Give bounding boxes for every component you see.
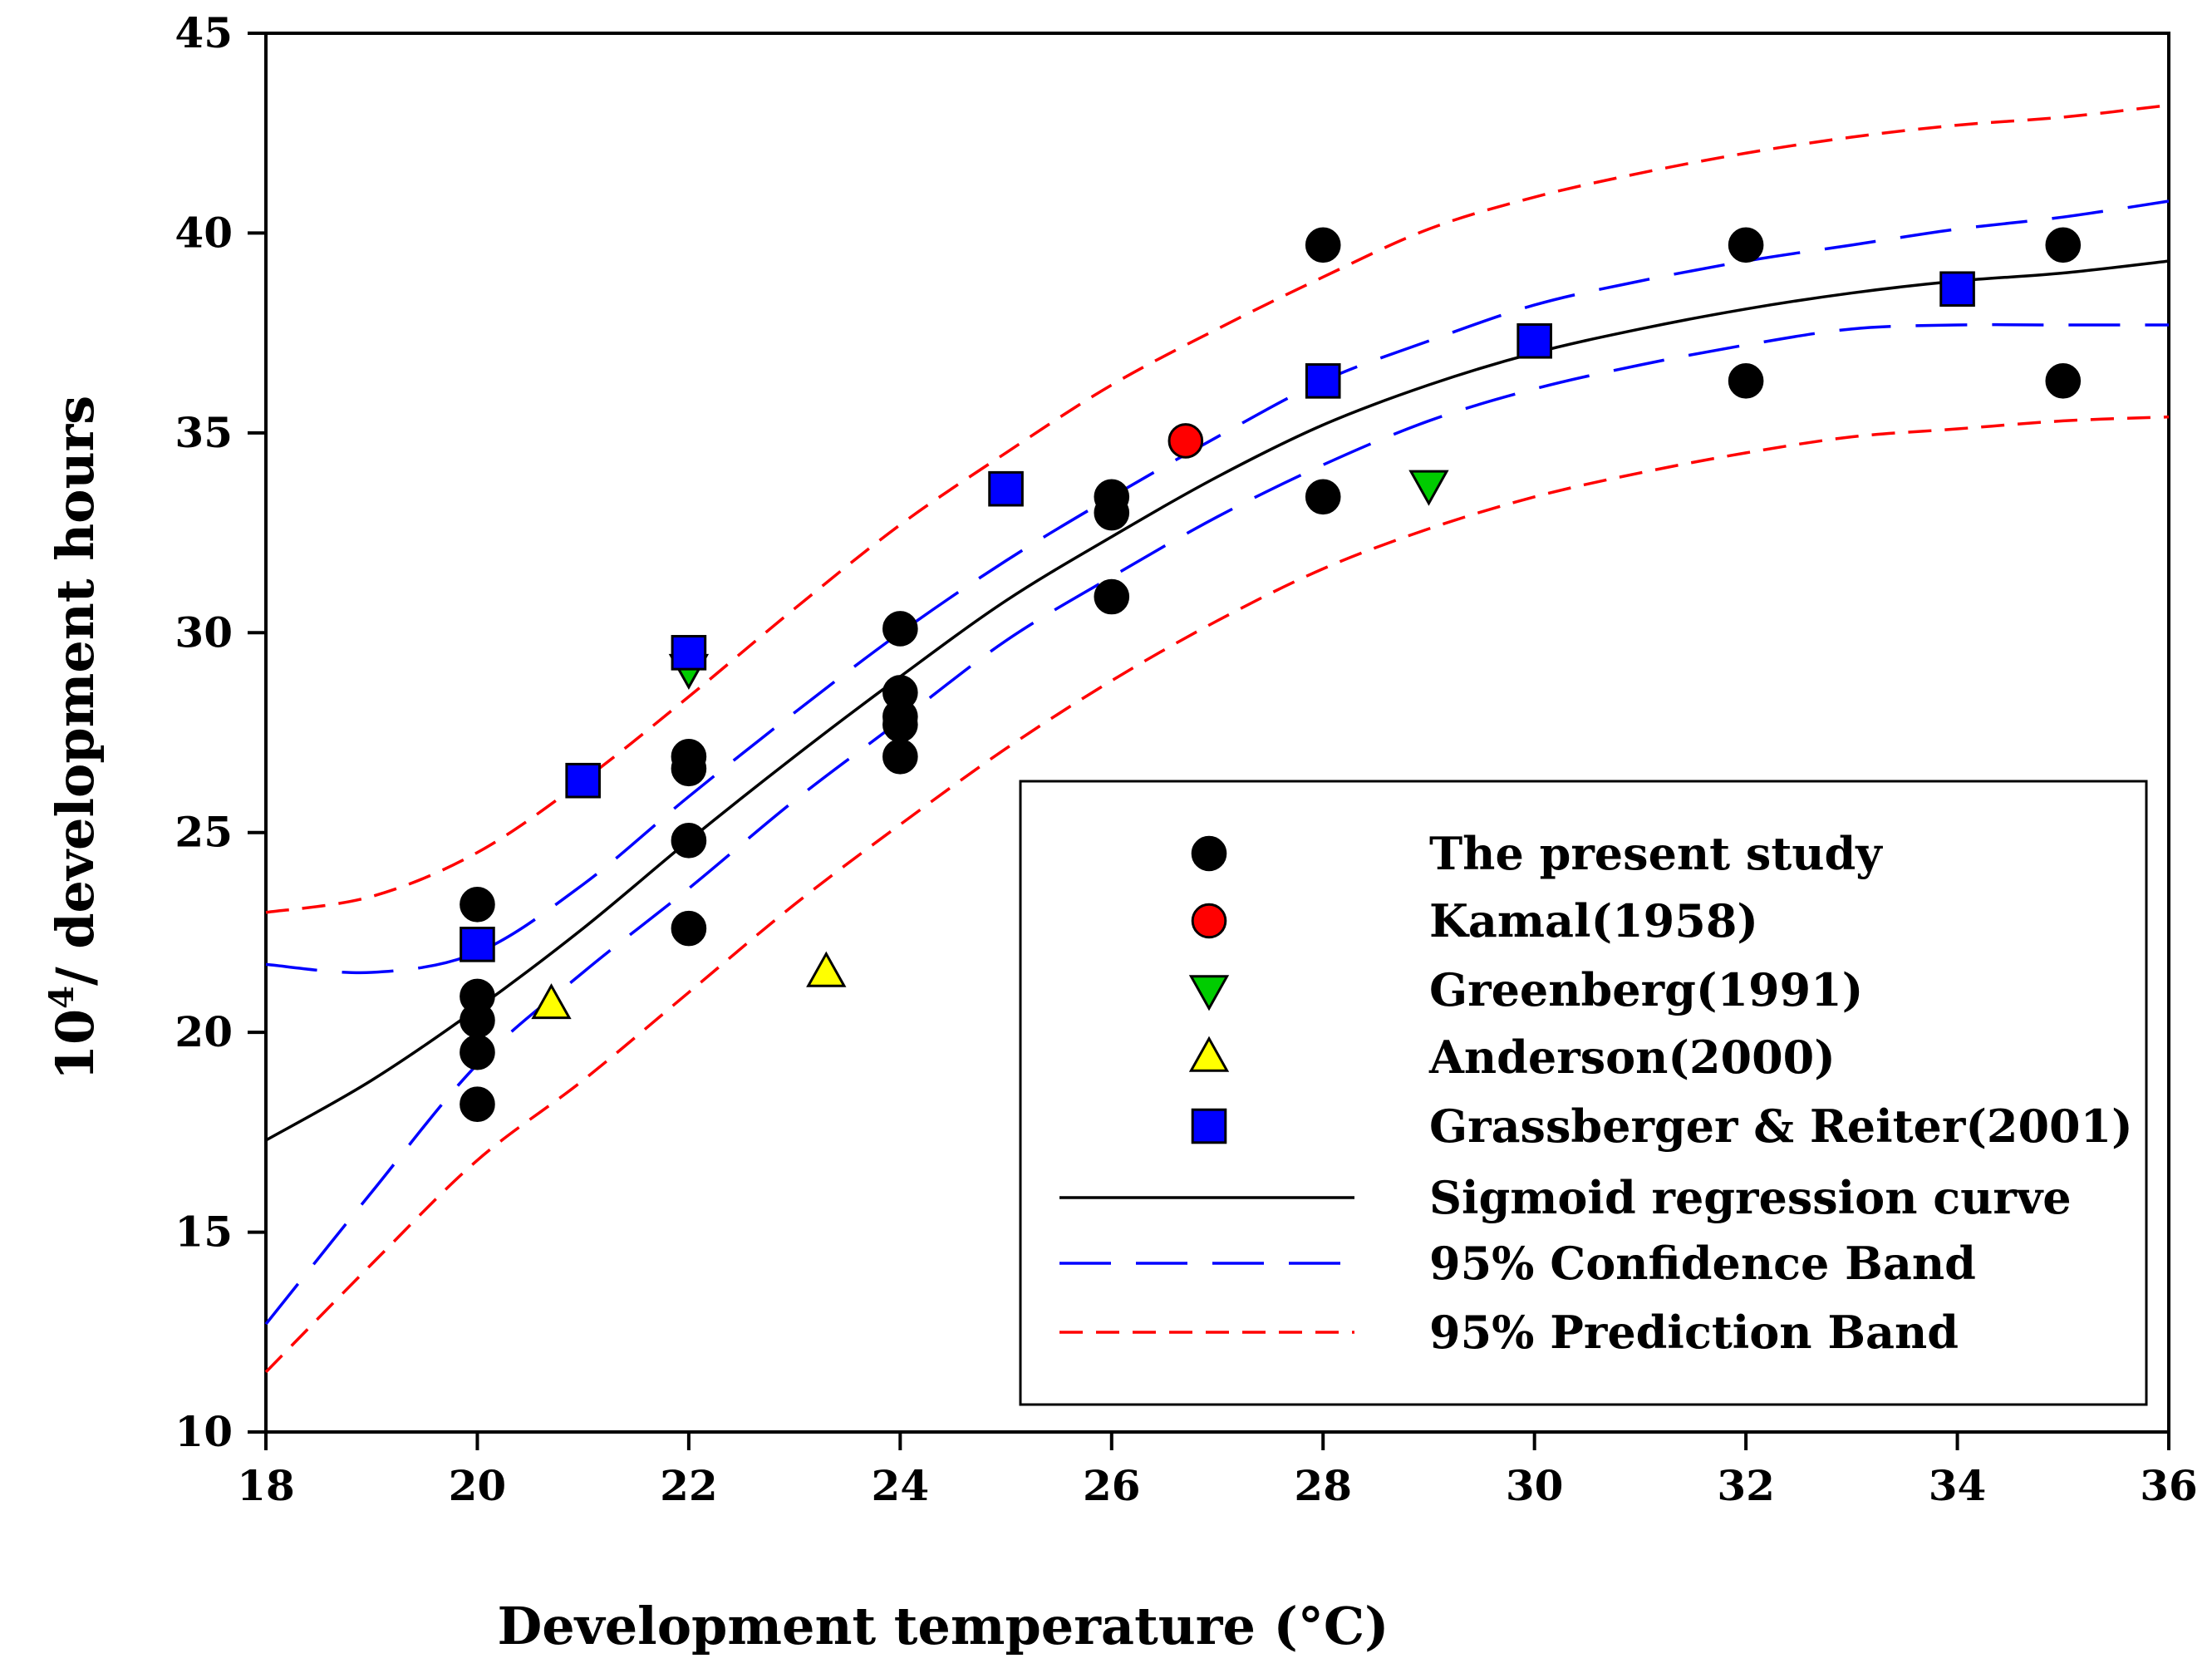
data-point bbox=[460, 886, 495, 923]
data-point bbox=[1939, 271, 1975, 308]
data-point bbox=[460, 1002, 495, 1039]
legend-label: 95% Prediction Band bbox=[1429, 1306, 1959, 1359]
data-point bbox=[671, 635, 707, 671]
legend-label: Grassberger & Reiter(2001) bbox=[1429, 1100, 2133, 1153]
legend-marker bbox=[1191, 903, 1227, 939]
legend-marker bbox=[1191, 835, 1227, 872]
axes bbox=[264, 32, 2170, 1434]
legend-box bbox=[1019, 780, 2148, 1406]
legend-marker bbox=[1191, 1108, 1227, 1144]
data-point bbox=[2045, 363, 2082, 399]
data-point bbox=[882, 739, 918, 775]
y-axis-title: 104/ development hours bbox=[42, 396, 106, 1080]
x-tick-label: 26 bbox=[1083, 1461, 1141, 1510]
data-point bbox=[988, 470, 1024, 507]
data-point bbox=[460, 927, 495, 962]
data-point bbox=[460, 1034, 495, 1070]
sigmoid-regression-curve-line bbox=[265, 259, 2170, 1142]
data-point bbox=[460, 1086, 495, 1122]
y-tick-label: 35 bbox=[175, 408, 233, 457]
legend-label: Greenberg(1991) bbox=[1429, 963, 1863, 1016]
y-tick-label: 45 bbox=[175, 8, 233, 57]
data-point bbox=[671, 750, 707, 787]
legend-label: The present study bbox=[1429, 827, 1883, 880]
data-point bbox=[531, 983, 572, 1020]
legend-marker bbox=[1188, 1036, 1230, 1072]
x-tick-label: 30 bbox=[1506, 1461, 1564, 1510]
data-point bbox=[1094, 495, 1130, 531]
data-point bbox=[671, 910, 707, 947]
data-point bbox=[1305, 479, 1341, 515]
x-tick-label: 24 bbox=[872, 1461, 930, 1510]
x-tick-label: 34 bbox=[1929, 1461, 1987, 1510]
legend-marker bbox=[1188, 975, 1230, 1011]
points-layer bbox=[460, 227, 2082, 1122]
legend-label: Anderson(2000) bbox=[1428, 1031, 1836, 1084]
legend-items: The present study Kamal(1958) Greenberg(19… bbox=[1059, 827, 2133, 1359]
data-point bbox=[806, 951, 847, 987]
x-tick-labels: 18 20 22 24 26 28 30 32 34 36 bbox=[237, 1432, 2198, 1510]
x-tick-label: 22 bbox=[660, 1461, 718, 1510]
y-tick-label: 10 bbox=[175, 1407, 233, 1456]
x-tick-label: 20 bbox=[449, 1461, 507, 1510]
legend-label: Sigmoid regression curve bbox=[1429, 1171, 2072, 1224]
data-point bbox=[1728, 227, 1764, 263]
plot-frame bbox=[264, 32, 2170, 1434]
x-tick-label: 18 bbox=[237, 1461, 295, 1510]
y-tick-label: 30 bbox=[175, 608, 233, 657]
data-point bbox=[1408, 470, 1449, 506]
legend: The present study Kamal(1958) Greenberg(19… bbox=[1019, 780, 2148, 1406]
y-tick-label: 20 bbox=[175, 1007, 233, 1056]
x-tick-label: 28 bbox=[1294, 1461, 1352, 1510]
x-tick-label: 36 bbox=[2140, 1461, 2198, 1510]
x-tick-label: 32 bbox=[1717, 1461, 1775, 1510]
data-point bbox=[1305, 227, 1341, 263]
data-point bbox=[1167, 423, 1204, 459]
data-point bbox=[1305, 363, 1341, 399]
x-axis-title: Development temperature (°C) bbox=[497, 1596, 1389, 1656]
data-point bbox=[882, 611, 918, 647]
data-point bbox=[1728, 363, 1764, 399]
y-tick-label: 25 bbox=[175, 808, 233, 857]
y-tick-labels: 10 15 20 25 30 35 40 45 bbox=[175, 8, 266, 1456]
data-point bbox=[1516, 322, 1552, 359]
data-point bbox=[882, 706, 918, 743]
data-point bbox=[565, 762, 601, 799]
legend-label: Kamal(1958) bbox=[1429, 894, 1758, 947]
y-tick-label: 40 bbox=[175, 208, 233, 257]
data-point bbox=[671, 823, 707, 859]
95-prediction-band-lower-line bbox=[264, 415, 2170, 1374]
legend-label: 95% Confidence Band bbox=[1429, 1237, 1976, 1290]
data-point bbox=[2045, 227, 2082, 263]
y-tick-label: 15 bbox=[175, 1208, 233, 1257]
data-point bbox=[1094, 578, 1130, 615]
